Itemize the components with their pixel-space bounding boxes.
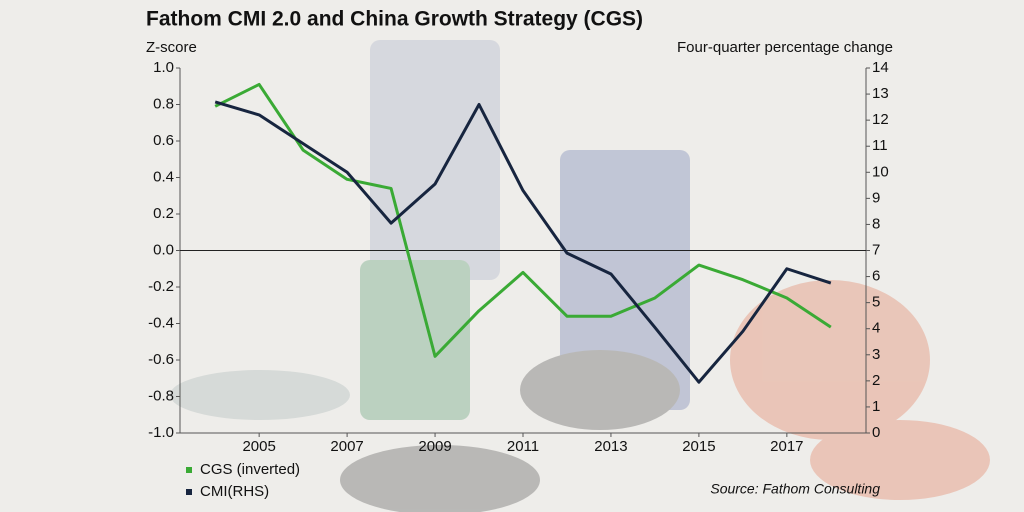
chart-title: Fathom CMI 2.0 and China Growth Strategy… <box>146 8 643 31</box>
y-tick-label: -0.6 <box>148 351 174 368</box>
y2-tick-label: 13 <box>872 85 889 102</box>
x-tick-label: 2009 <box>418 438 451 455</box>
x-tick-label: 2011 <box>507 438 539 455</box>
y2-tick-label: 0 <box>872 424 880 441</box>
y-tick-label: 1.0 <box>153 59 174 76</box>
y-tick-label: 0.0 <box>153 241 174 258</box>
legend-label: CMI(RHS) <box>200 483 269 500</box>
y2-tick-label: 5 <box>872 294 880 311</box>
y2-tick-label: 12 <box>872 111 889 128</box>
y-tick-label: -1.0 <box>148 424 174 441</box>
y2-tick-label: 14 <box>872 59 889 76</box>
y-tick-label: -0.8 <box>148 387 174 404</box>
y2-tick-label: 7 <box>872 241 880 258</box>
y-tick-label: -0.4 <box>148 314 174 331</box>
y2-tick-label: 3 <box>872 346 880 363</box>
x-tick-label: 2013 <box>594 438 627 455</box>
y2-axis-label: Four-quarter percentage change <box>677 39 893 56</box>
y2-tick-label: 8 <box>872 215 880 232</box>
legend-swatch <box>186 489 192 495</box>
y2-tick-label: 2 <box>872 372 880 389</box>
legend-label: CGS (inverted) <box>200 461 300 478</box>
x-tick-label: 2005 <box>242 438 275 455</box>
legend-swatch <box>186 467 192 473</box>
series-line <box>214 100 832 384</box>
y-axis-label: Z-score <box>146 39 197 56</box>
y2-tick-label: 6 <box>872 268 880 285</box>
y-tick-label: 0.2 <box>153 205 174 222</box>
y2-tick-label: 10 <box>872 163 889 180</box>
y2-tick-label: 11 <box>872 137 888 154</box>
y-tick-label: 0.8 <box>153 95 174 112</box>
source: Source: Fathom Consulting <box>710 481 880 497</box>
x-tick-label: 2015 <box>682 438 715 455</box>
y2-tick-label: 1 <box>872 398 880 415</box>
x-tick-label: 2007 <box>330 438 363 455</box>
y-tick-label: -0.2 <box>148 278 174 295</box>
y-tick-label: 0.4 <box>153 168 174 185</box>
y2-tick-label: 4 <box>872 320 880 337</box>
y-tick-label: 0.6 <box>153 132 174 149</box>
y2-tick-label: 9 <box>872 189 880 206</box>
x-tick-label: 2017 <box>770 438 803 455</box>
series-line <box>214 82 832 358</box>
background-chips <box>170 40 990 512</box>
